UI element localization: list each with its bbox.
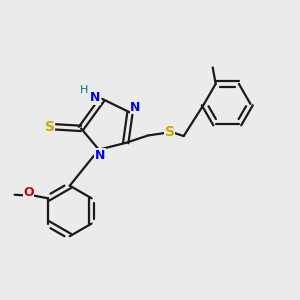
Text: H: H — [80, 85, 89, 95]
Text: N: N — [90, 91, 100, 104]
Text: S: S — [165, 124, 175, 139]
Text: N: N — [130, 100, 140, 114]
Text: O: O — [23, 186, 34, 200]
Text: S: S — [45, 120, 55, 134]
Text: N: N — [95, 149, 106, 162]
